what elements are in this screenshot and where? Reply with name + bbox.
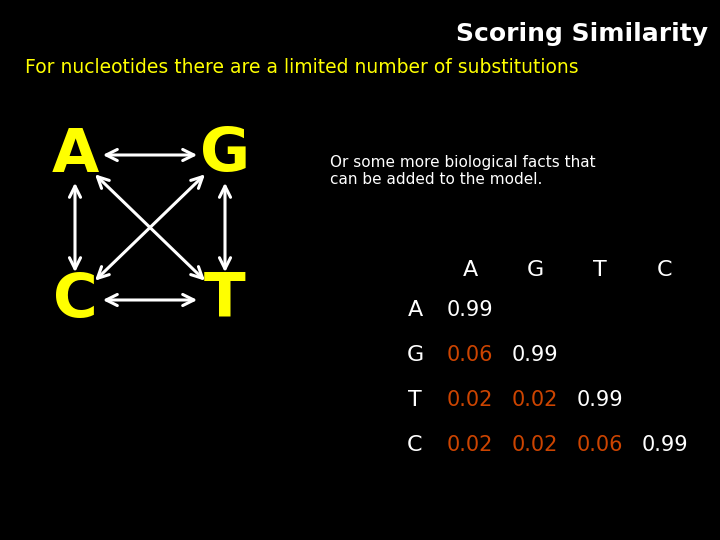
Text: Scoring Similarity: Scoring Similarity [456,22,708,46]
Text: 0.02: 0.02 [512,435,558,455]
Text: For nucleotides there are a limited number of substitutions: For nucleotides there are a limited numb… [25,58,579,77]
Text: A: A [408,300,423,320]
Text: 0.02: 0.02 [447,390,493,410]
Text: 0.06: 0.06 [446,345,493,365]
Text: A: A [462,260,477,280]
Text: 0.99: 0.99 [512,345,558,365]
Text: 0.02: 0.02 [447,435,493,455]
Text: 0.99: 0.99 [642,435,688,455]
Text: G: G [406,345,423,365]
Text: T: T [593,260,607,280]
Text: 0.99: 0.99 [446,300,493,320]
Text: 0.99: 0.99 [577,390,624,410]
Text: C: C [408,435,423,455]
Text: 0.02: 0.02 [512,390,558,410]
Text: G: G [200,125,250,185]
Text: 0.06: 0.06 [577,435,624,455]
Text: C: C [657,260,672,280]
Text: C: C [53,271,97,329]
Text: T: T [204,271,246,329]
Text: T: T [408,390,422,410]
Text: G: G [526,260,544,280]
Text: Or some more biological facts that
can be added to the model.: Or some more biological facts that can b… [330,155,595,187]
Text: A: A [51,125,99,185]
